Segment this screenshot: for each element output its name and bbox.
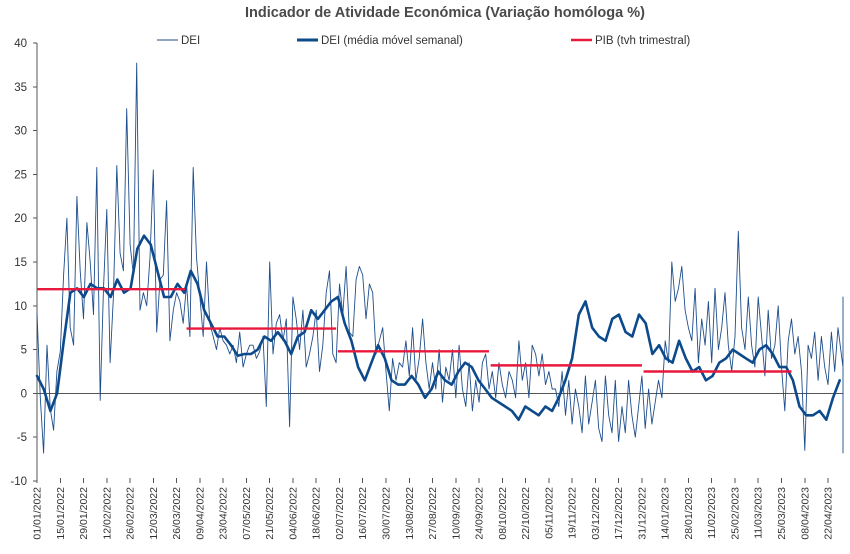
x-tick-label: 26/03/2022 — [171, 487, 183, 540]
y-tick-label: 5 — [21, 345, 27, 357]
x-tick-label: 05/11/2022 — [543, 487, 555, 539]
legend-label-pib: PIB (tvh trimestral) — [595, 35, 690, 47]
x-tick-label: 25/03/2023 — [776, 487, 788, 540]
y-tick-label: 20 — [14, 213, 27, 225]
x-tick-label: 15/01/2022 — [55, 487, 67, 540]
y-tick-label: 15 — [14, 257, 27, 269]
y-tick-label: -10 — [10, 476, 27, 488]
x-tick-label: 04/06/2022 — [287, 487, 299, 540]
y-tick-label: 40 — [14, 38, 27, 50]
y-tick-label: 25 — [14, 169, 27, 181]
x-tick-label: 19/11/2022 — [567, 487, 579, 539]
x-tick-label: 29/01/2022 — [78, 487, 90, 540]
x-tick-label: 24/09/2022 — [474, 487, 486, 540]
x-tick-label: 11/03/2023 — [753, 487, 765, 539]
x-tick-label: 11/02/2023 — [706, 487, 718, 539]
y-tick-label: 35 — [14, 82, 27, 94]
x-tick-label: 30/07/2022 — [380, 487, 392, 540]
x-tick-label: 12/03/2022 — [148, 487, 160, 540]
y-tick-label: 30 — [14, 126, 27, 138]
chart-title: Indicador de Atividade Económica (Variaç… — [245, 5, 645, 21]
x-tick-label: 28/01/2023 — [683, 487, 695, 540]
x-tick-label: 21/05/2022 — [264, 487, 276, 540]
series-dei-line — [36, 62, 844, 454]
x-tick-label: 08/10/2022 — [497, 487, 509, 540]
x-tick-label: 12/02/2022 — [101, 487, 113, 540]
x-tick-label: 22/04/2023 — [823, 487, 835, 540]
legend-label-dei-mm: DEI (média móvel semanal) — [321, 35, 463, 47]
x-tick-label: 17/12/2022 — [613, 487, 625, 540]
x-tick-label: 13/08/2022 — [404, 487, 416, 540]
x-axis: 01/01/2022 15/01/2022 29/01/2022 12/02/2022… — [32, 392, 843, 540]
y-tick-label: 0 — [21, 388, 27, 400]
x-tick-label: 22/10/2022 — [520, 487, 532, 540]
y-tick-label: -5 — [17, 432, 27, 444]
x-tick-label: 07/05/2022 — [241, 487, 253, 540]
x-tick-label: 03/12/2022 — [590, 487, 602, 540]
x-tick-label: 26/02/2022 — [125, 487, 137, 540]
y-axis: -10 -5 0 5 10 15 20 25 30 35 40 — [10, 38, 38, 488]
plot-area — [35, 62, 844, 454]
legend-label-dei: DEI — [181, 35, 200, 47]
x-tick-label: 09/04/2022 — [194, 487, 206, 540]
legend: DEI DEI (média móvel semanal) PIB (tvh t… — [157, 35, 690, 47]
x-tick-label: 10/09/2022 — [450, 487, 462, 540]
x-tick-label: 27/08/2022 — [427, 487, 439, 540]
y-tick-label: 10 — [14, 301, 27, 313]
x-tick-label: 16/07/2022 — [357, 487, 369, 540]
x-tick-label: 02/07/2022 — [334, 487, 346, 540]
x-tick-label: 25/02/2023 — [729, 487, 741, 540]
series-dei-mm-line — [35, 234, 842, 422]
x-tick-label: 31/12/2022 — [636, 487, 648, 540]
x-tick-label: 14/01/2023 — [660, 487, 672, 540]
x-tick-label: 01/01/2022 — [32, 487, 44, 540]
x-tick-label: 23/04/2022 — [218, 487, 230, 540]
x-tick-label: 08/04/2023 — [799, 487, 811, 540]
x-tick-label: 18/06/2022 — [311, 487, 323, 540]
